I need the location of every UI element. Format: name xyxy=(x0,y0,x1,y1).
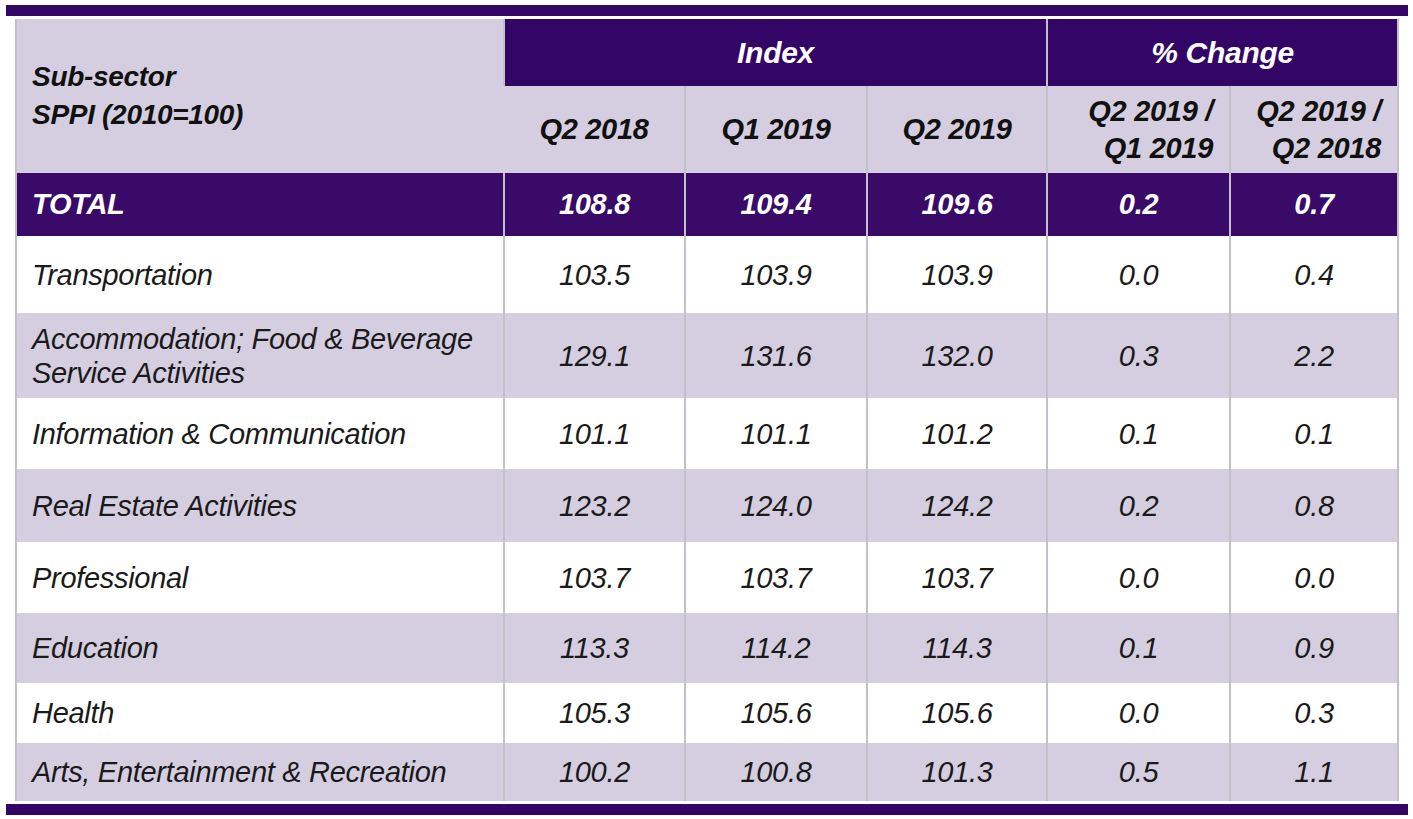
sppi-table: Sub-sector SPPI (2010=100) Index % Chang… xyxy=(15,19,1399,801)
total-row-label: TOTAL xyxy=(16,173,504,236)
total-q1-2019: 109.4 xyxy=(685,173,867,236)
cell-pct-yoy: 2.2 xyxy=(1230,313,1398,398)
table-row-education: Education 113.3 114.2 114.3 0.1 0.9 xyxy=(16,613,1398,683)
cell-pct-yoy: 0.3 xyxy=(1230,683,1398,743)
table-row-arts-entertainment: Arts, Entertainment & Recreation 100.2 1… xyxy=(16,743,1398,801)
row-label: Health xyxy=(16,683,504,743)
cell-q2-2019: 103.7 xyxy=(867,542,1047,613)
pct-header-line1: Q2 2019 / xyxy=(1048,93,1213,130)
cell-pct-yoy: 0.8 xyxy=(1230,469,1398,542)
col-header-pct-q1: Q2 2019 / Q1 2019 xyxy=(1047,86,1230,173)
pct-change-group-header: % Change xyxy=(1047,19,1398,86)
row-label: Accommodation; Food & Beverage Service A… xyxy=(16,313,504,398)
cell-pct-yoy: 0.1 xyxy=(1230,398,1398,469)
total-row: TOTAL 108.8 109.4 109.6 0.2 0.7 xyxy=(16,173,1398,236)
cell-q1-2019: 131.6 xyxy=(685,313,867,398)
col-header-pct-q2: Q2 2019 / Q2 2018 xyxy=(1230,86,1398,173)
row-label: Real Estate Activities xyxy=(16,469,504,542)
cell-q2-2018: 100.2 xyxy=(504,743,685,801)
col-header-q2-2019: Q2 2019 xyxy=(867,86,1047,173)
table-row-professional: Professional 103.7 103.7 103.7 0.0 0.0 xyxy=(16,542,1398,613)
cell-q2-2019: 101.3 xyxy=(867,743,1047,801)
corner-header-line1: Sub-sector xyxy=(32,61,175,92)
cell-pct-qoq: 0.3 xyxy=(1047,313,1230,398)
group-header-row: Sub-sector SPPI (2010=100) Index % Chang… xyxy=(16,19,1398,86)
total-pct-yoy: 0.7 xyxy=(1230,173,1398,236)
corner-header-line2: SPPI (2010=100) xyxy=(32,99,243,130)
cell-pct-yoy: 0.9 xyxy=(1230,613,1398,683)
cell-pct-qoq: 0.0 xyxy=(1047,542,1230,613)
top-border-bar xyxy=(6,5,1408,16)
cell-pct-qoq: 0.5 xyxy=(1047,743,1230,801)
index-group-header: Index xyxy=(504,19,1047,86)
cell-q1-2019: 103.9 xyxy=(685,236,867,313)
cell-q1-2019: 114.2 xyxy=(685,613,867,683)
row-label: Information & Communication xyxy=(16,398,504,469)
table-row-information-communication: Information & Communication 101.1 101.1 … xyxy=(16,398,1398,469)
cell-q2-2018: 103.5 xyxy=(504,236,685,313)
row-label: Arts, Entertainment & Recreation xyxy=(16,743,504,801)
cell-q1-2019: 103.7 xyxy=(685,542,867,613)
cell-q2-2019: 124.2 xyxy=(867,469,1047,542)
cell-q2-2018: 123.2 xyxy=(504,469,685,542)
cell-q2-2018: 103.7 xyxy=(504,542,685,613)
cell-q1-2019: 105.6 xyxy=(685,683,867,743)
cell-q1-2019: 101.1 xyxy=(685,398,867,469)
cell-q2-2018: 105.3 xyxy=(504,683,685,743)
cell-pct-yoy: 0.0 xyxy=(1230,542,1398,613)
cell-pct-yoy: 0.4 xyxy=(1230,236,1398,313)
cell-q2-2018: 113.3 xyxy=(504,613,685,683)
cell-pct-qoq: 0.2 xyxy=(1047,469,1230,542)
cell-q2-2018: 129.1 xyxy=(504,313,685,398)
total-q2-2018: 108.8 xyxy=(504,173,685,236)
cell-q2-2018: 101.1 xyxy=(504,398,685,469)
row-label: Transportation xyxy=(16,236,504,313)
cell-q2-2019: 105.6 xyxy=(867,683,1047,743)
bottom-border-bar xyxy=(6,804,1408,815)
total-pct-qoq: 0.2 xyxy=(1047,173,1230,236)
col-header-q2-2018: Q2 2018 xyxy=(504,86,685,173)
cell-pct-qoq: 0.0 xyxy=(1047,236,1230,313)
cell-q2-2019: 103.9 xyxy=(867,236,1047,313)
corner-header-cell: Sub-sector SPPI (2010=100) xyxy=(16,19,504,173)
cell-q2-2019: 132.0 xyxy=(867,313,1047,398)
cell-pct-qoq: 0.1 xyxy=(1047,613,1230,683)
col-header-q1-2019: Q1 2019 xyxy=(685,86,867,173)
total-q2-2019: 109.6 xyxy=(867,173,1047,236)
table-row-accommodation: Accommodation; Food & Beverage Service A… xyxy=(16,313,1398,398)
table-row-health: Health 105.3 105.6 105.6 0.0 0.3 xyxy=(16,683,1398,743)
cell-q2-2019: 114.3 xyxy=(867,613,1047,683)
cell-pct-qoq: 0.1 xyxy=(1047,398,1230,469)
row-label: Professional xyxy=(16,542,504,613)
row-label: Education xyxy=(16,613,504,683)
table-row-real-estate: Real Estate Activities 123.2 124.0 124.2… xyxy=(16,469,1398,542)
sppi-table-page: Sub-sector SPPI (2010=100) Index % Chang… xyxy=(0,0,1413,819)
cell-q1-2019: 124.0 xyxy=(685,469,867,542)
pct-header-line2: Q1 2019 xyxy=(1048,130,1213,167)
table-row-transportation: Transportation 103.5 103.9 103.9 0.0 0.4 xyxy=(16,236,1398,313)
pct-header-line1: Q2 2019 / xyxy=(1231,93,1381,130)
cell-q2-2019: 101.2 xyxy=(867,398,1047,469)
cell-pct-qoq: 0.0 xyxy=(1047,683,1230,743)
cell-q1-2019: 100.8 xyxy=(685,743,867,801)
cell-pct-yoy: 1.1 xyxy=(1230,743,1398,801)
pct-header-line2: Q2 2018 xyxy=(1231,130,1381,167)
